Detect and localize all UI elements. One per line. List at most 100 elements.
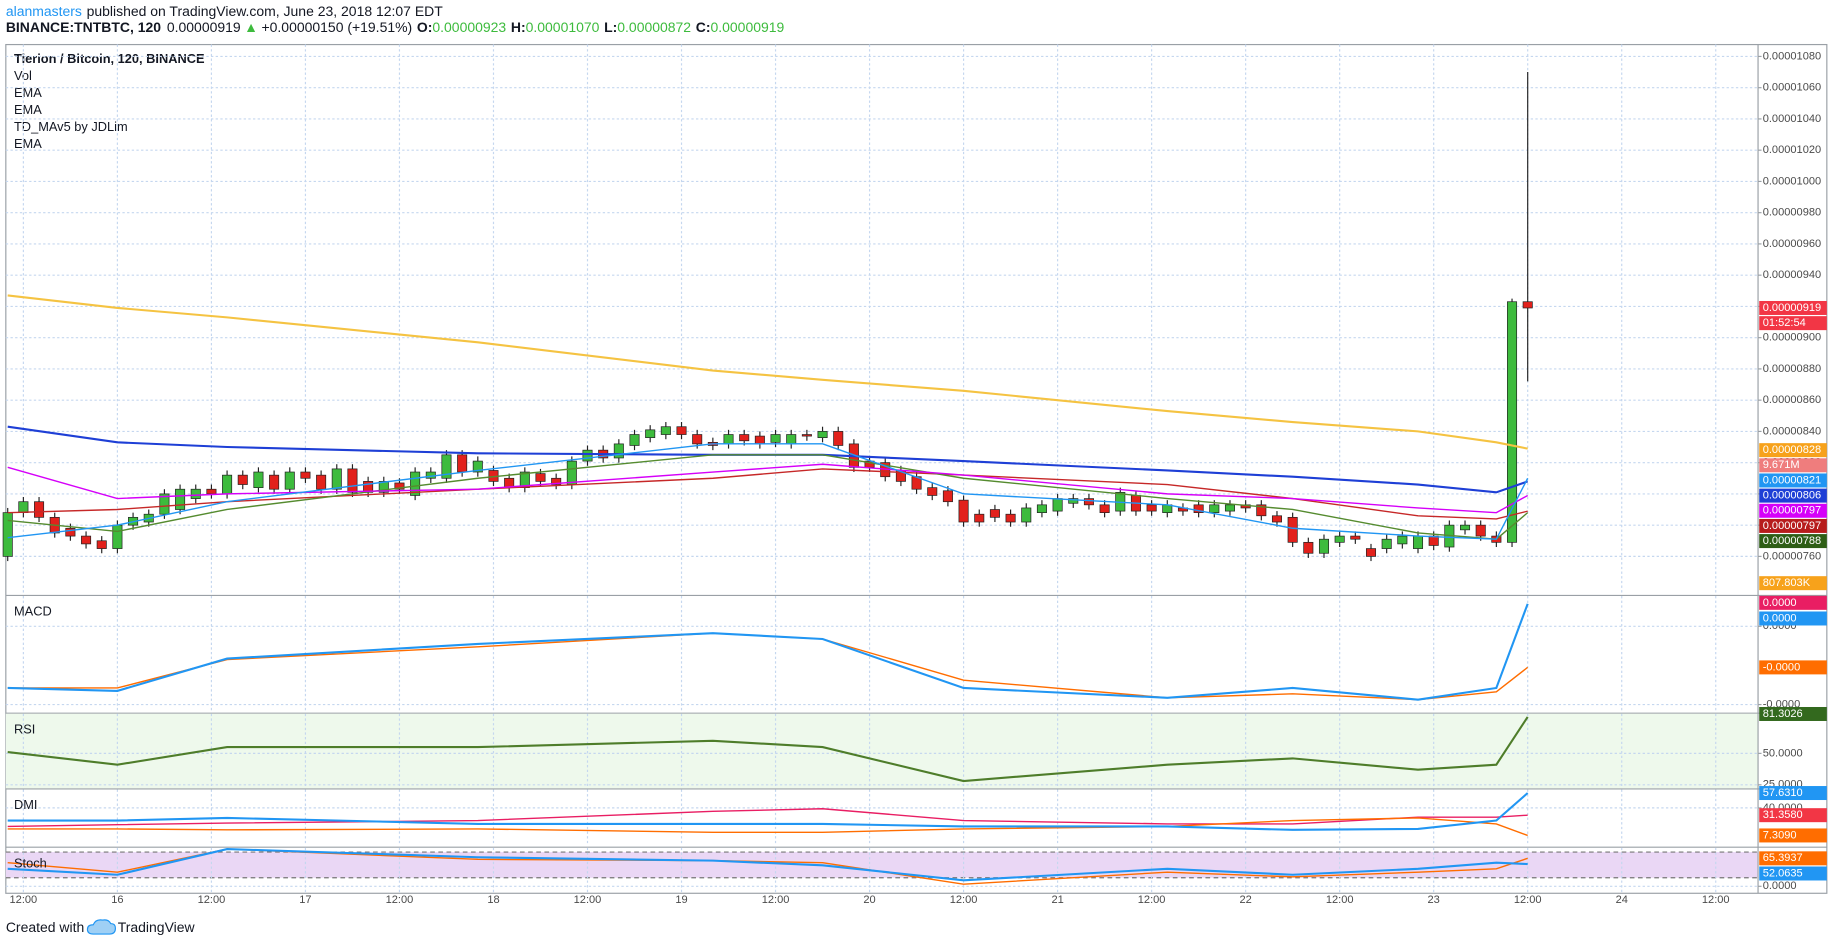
price-tag <box>1759 828 1827 843</box>
candle-body <box>692 434 703 445</box>
indicator-line <box>7 425 1529 494</box>
candle-body <box>1083 498 1094 506</box>
candle-body <box>1350 535 1361 540</box>
price-tag <box>1759 458 1827 473</box>
x-tick-label: 16 <box>111 894 123 906</box>
price-tag-label: 65.3937 <box>1763 852 1803 864</box>
last-price: 0.00000919 <box>167 19 241 35</box>
candle-body <box>1318 538 1330 554</box>
ohlc-value: 0.00000872 <box>617 19 691 35</box>
candle-body <box>175 488 186 510</box>
legend-item: Vol <box>14 68 32 83</box>
candle-body <box>284 471 295 490</box>
price-tag-label: 0.00000806 <box>1763 490 1821 502</box>
candle-body <box>739 434 750 442</box>
price-tag <box>1759 786 1827 801</box>
indicator-line <box>7 454 1529 540</box>
candle-body <box>1412 535 1424 549</box>
candle-body <box>18 501 29 513</box>
candle-body <box>1021 507 1032 523</box>
x-tick-label: 12:00 <box>10 894 38 906</box>
y-tick-label: 0.00000940 <box>1763 269 1821 281</box>
x-tick-label: 18 <box>487 894 499 906</box>
candle-body <box>331 468 342 490</box>
y-tick-label: 0.0000 <box>1763 880 1797 892</box>
price-tag <box>1759 316 1827 331</box>
candle-body <box>441 454 452 479</box>
candle-body <box>676 426 687 435</box>
price-tag <box>1759 300 1827 315</box>
price-tag-label: 0.00000797 <box>1763 505 1821 517</box>
x-tick-label: 12:00 <box>198 894 226 906</box>
candle-body <box>958 499 969 523</box>
y-tick-label: 0.00001080 <box>1763 50 1821 62</box>
x-tick-label: 22 <box>1239 894 1251 906</box>
candle-body <box>801 434 812 437</box>
footer-brand[interactable]: TradingView <box>118 919 196 935</box>
price-tag-label: 0.00000828 <box>1763 444 1821 456</box>
x-tick-label: 12:00 <box>386 894 414 906</box>
indicator-line <box>7 848 1528 882</box>
price-tag <box>1759 851 1827 866</box>
indicator-line <box>7 603 1529 701</box>
publish-line: alanmasters published on TradingView.com,… <box>6 3 443 19</box>
y-tick-label: 0.00001060 <box>1763 82 1821 94</box>
y-tick-label: 0.00000960 <box>1763 238 1821 250</box>
candle-body <box>1005 513 1016 523</box>
candle-body <box>1068 498 1079 504</box>
candle-body <box>190 488 201 499</box>
ohlc-value: 0.00001070 <box>526 19 600 35</box>
x-tick-label: 12:00 <box>1326 894 1354 906</box>
indicator-line <box>7 294 1528 450</box>
y-tick-label: 0.00000900 <box>1763 332 1821 344</box>
pane-background <box>5 713 1759 789</box>
brand-logo <box>86 919 116 935</box>
candle-body <box>1271 515 1282 523</box>
x-tick-label: 21 <box>1051 894 1063 906</box>
candle-body <box>1052 498 1063 512</box>
candle-body <box>472 460 483 473</box>
candle-body <box>112 524 123 549</box>
candle-body <box>457 454 468 473</box>
symbol-line: BINANCE:TNTBTC, 120 0.00000919 ▲ +0.0000015… <box>6 19 785 35</box>
user[interactable]: alanmasters <box>6 3 82 19</box>
y-tick-label: 0.00001000 <box>1763 175 1821 187</box>
candle-body <box>1303 541 1314 554</box>
y-tick-label: 0.00001040 <box>1763 113 1821 125</box>
indicator-line <box>7 443 1529 540</box>
candle-body <box>660 426 671 435</box>
candle-body <box>2 512 13 557</box>
y-tick-label: 0.00000760 <box>1763 550 1821 562</box>
x-tick-label: 24 <box>1616 894 1628 906</box>
ohlc-key: H: <box>511 19 526 35</box>
ohlc-value: 0.00000919 <box>711 19 785 35</box>
candle-body <box>566 460 577 485</box>
candle-body <box>96 540 107 549</box>
y-tick-label: 0.00000880 <box>1763 363 1821 375</box>
y-tick-label: 50.0000 <box>1763 747 1803 759</box>
candle-body <box>1397 535 1408 545</box>
x-tick-label: 17 <box>299 894 311 906</box>
candle-body <box>237 474 248 485</box>
x-tick-label: 12:00 <box>950 894 978 906</box>
candle-body <box>378 481 389 493</box>
change: +0.00000150 (+19.51%) <box>262 19 413 35</box>
indicator-line <box>7 468 1528 520</box>
ohlc-key: L: <box>604 19 617 35</box>
candle-body <box>974 513 985 523</box>
candle-body <box>629 434 640 446</box>
y-tick-label: 0.00000980 <box>1763 207 1821 219</box>
tag-background <box>1759 576 1827 591</box>
price-tag <box>1759 866 1827 881</box>
candle-body <box>1036 504 1047 513</box>
candle-body <box>582 449 593 462</box>
candle-body <box>1209 504 1220 513</box>
price-tag-label: 7.3090 <box>1763 829 1797 841</box>
candle-body <box>1381 538 1392 549</box>
x-tick-label: 12:00 <box>762 894 790 906</box>
candle-body <box>159 493 170 515</box>
x-tick-label: 19 <box>675 894 687 906</box>
price-tag <box>1759 595 1827 610</box>
x-tick-label: 20 <box>863 894 875 906</box>
candle-body <box>1334 535 1345 543</box>
